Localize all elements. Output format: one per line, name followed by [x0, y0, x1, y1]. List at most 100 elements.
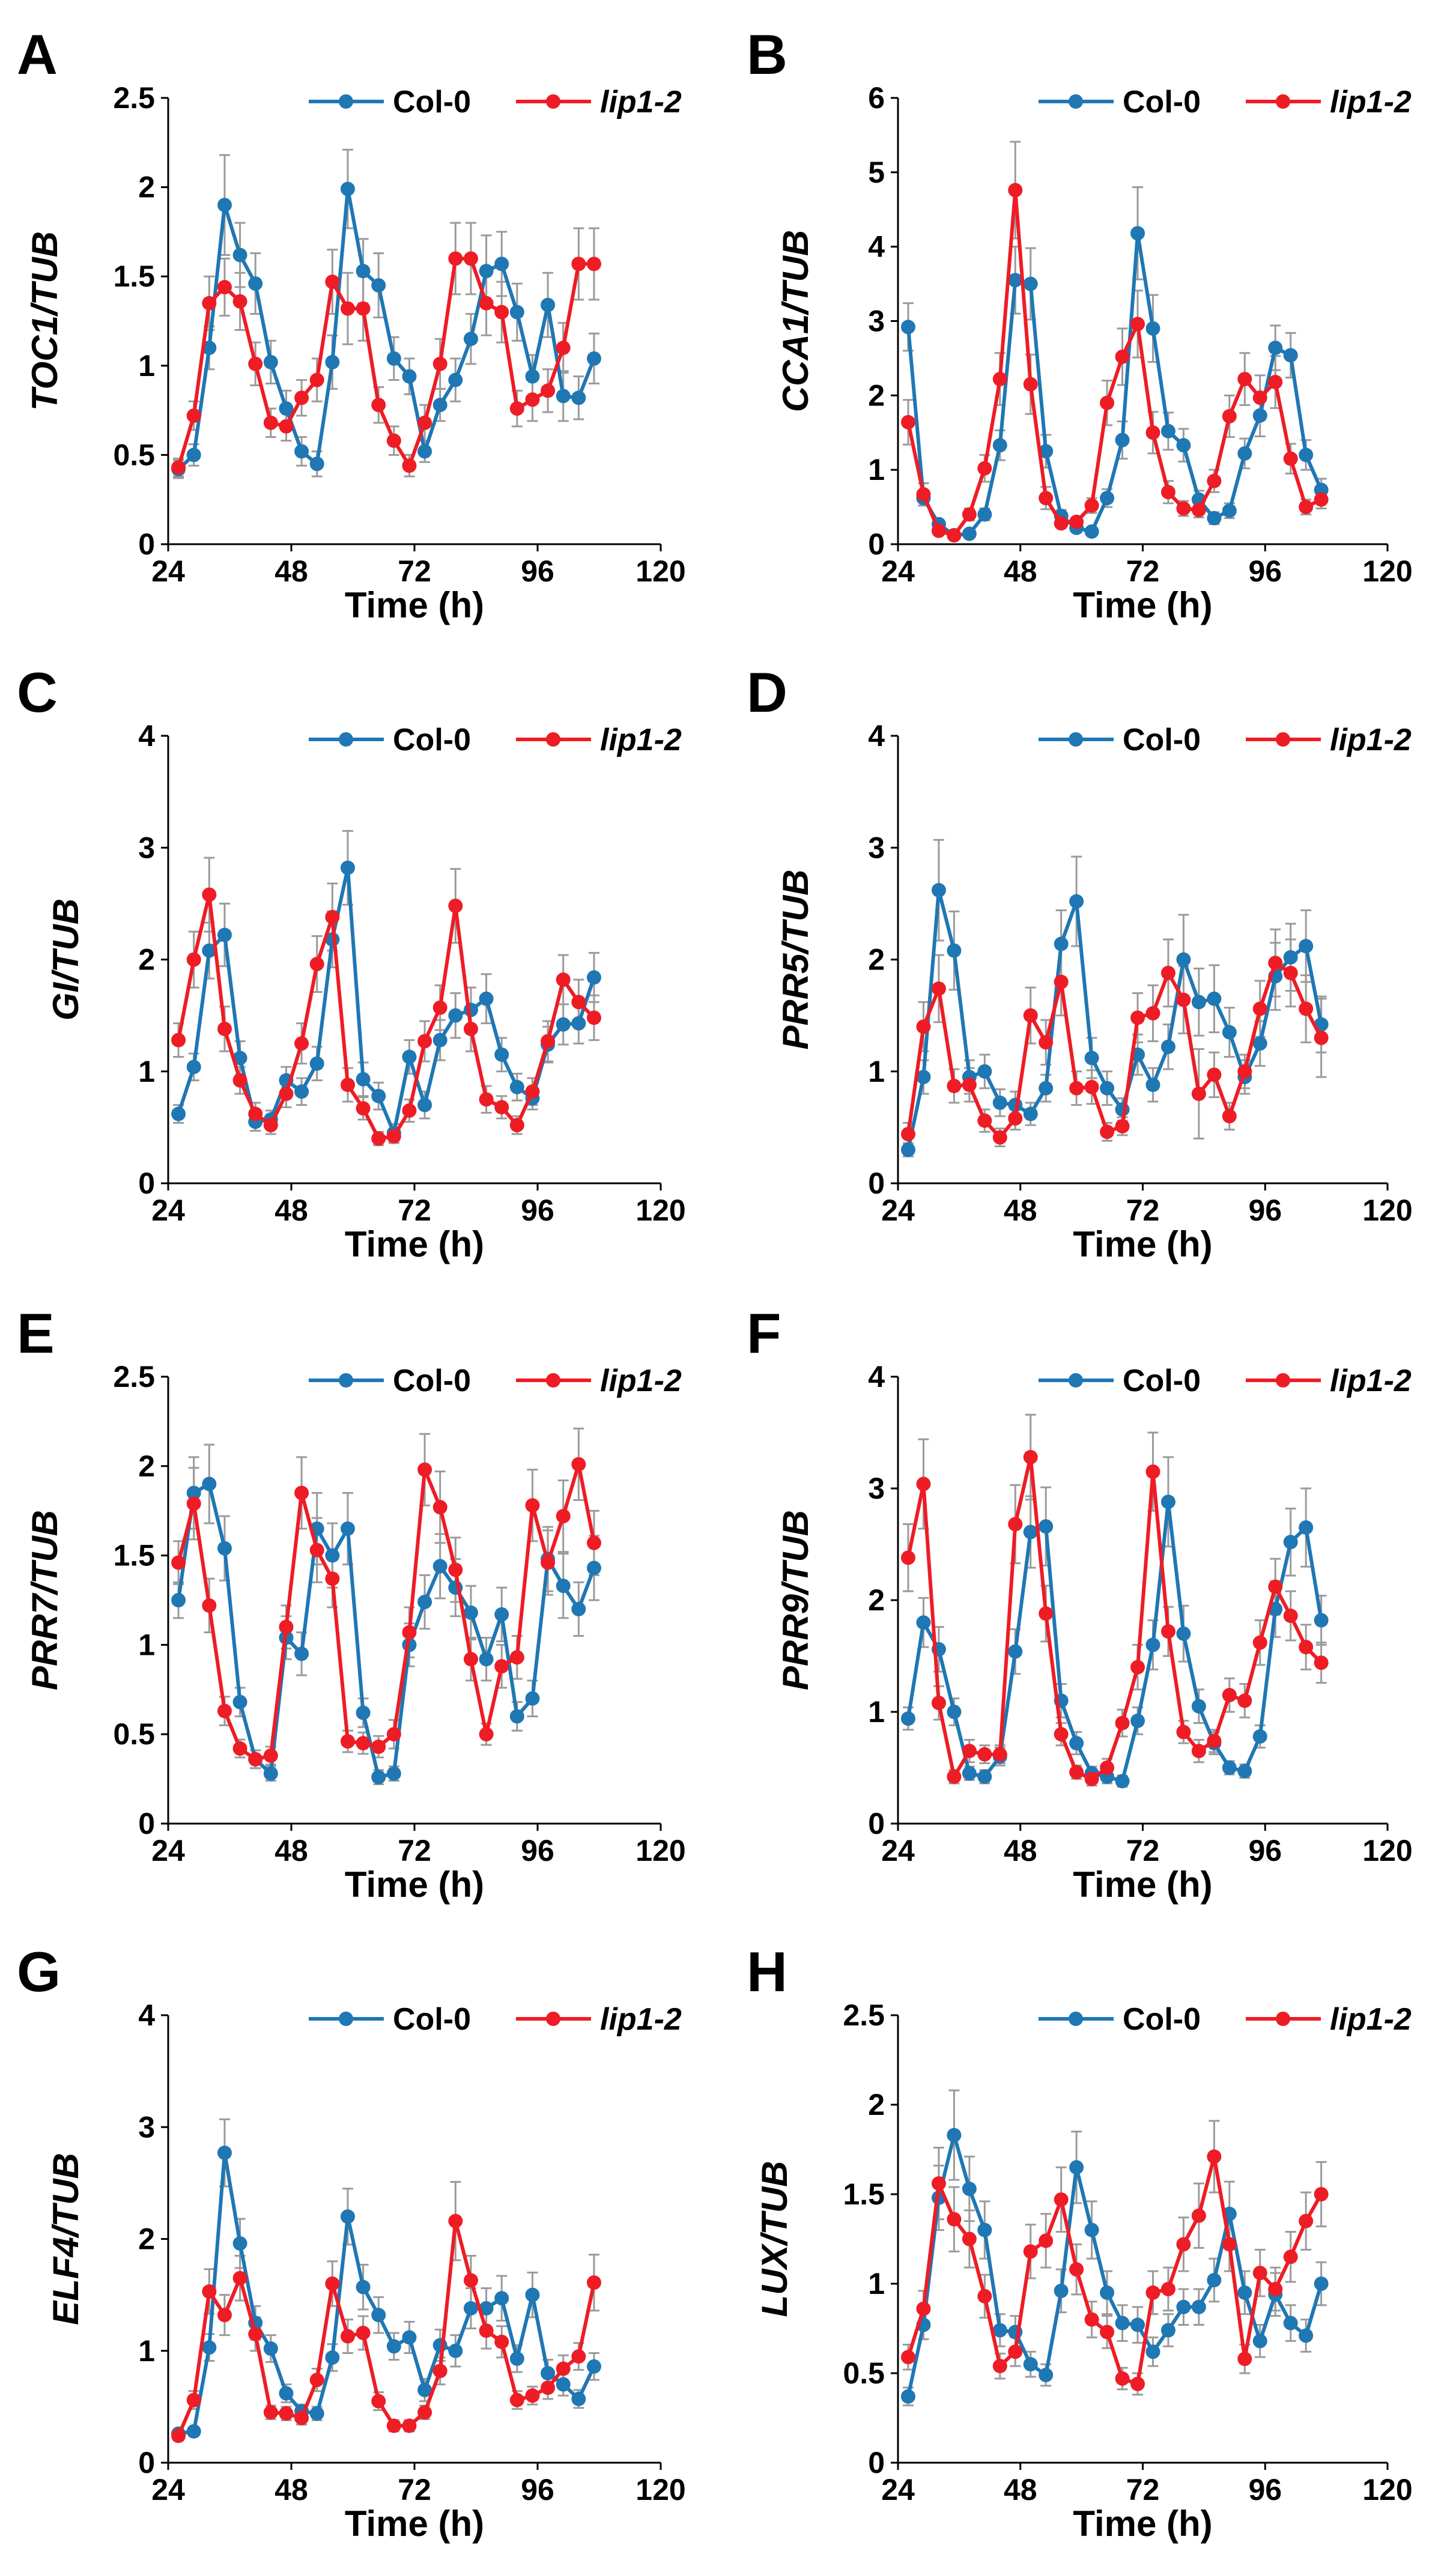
data-point-lip1-2 [1314, 492, 1329, 507]
data-point-lip1-2 [171, 460, 186, 475]
y-tick-label: 0 [138, 1807, 155, 1840]
data-point-col-0 [202, 943, 217, 958]
data-point-col-0 [1283, 348, 1298, 363]
data-point-col-0 [571, 1016, 586, 1031]
legend-label: lip1-2 [1330, 723, 1412, 757]
x-tick-label: 72 [1126, 2473, 1160, 2507]
data-point-lip1-2 [371, 2394, 386, 2409]
data-point-lip1-2 [977, 1747, 992, 1762]
data-point-col-0 [571, 1601, 586, 1616]
data-point-col-0 [1130, 1713, 1145, 1728]
y-tick-label: 0 [868, 1807, 885, 1840]
y-tick-label: 1 [868, 453, 885, 487]
data-point-lip1-2 [1084, 498, 1099, 513]
y-tick-label: 4 [868, 719, 885, 753]
data-point-lip1-2 [1100, 1761, 1115, 1775]
x-tick-label: 96 [521, 1194, 554, 1227]
data-point-col-0 [309, 457, 324, 472]
data-point-col-0 [1314, 1613, 1329, 1628]
y-tick-label: 2 [138, 943, 155, 977]
data-point-lip1-2 [1008, 183, 1023, 198]
x-tick-label: 24 [881, 1194, 915, 1227]
data-point-lip1-2 [509, 2392, 524, 2407]
data-point-col-0 [525, 369, 540, 384]
data-point-lip1-2 [525, 1084, 540, 1099]
data-point-lip1-2 [1299, 500, 1314, 515]
data-point-lip1-2 [931, 2176, 946, 2191]
data-point-lip1-2 [340, 1078, 355, 1093]
data-point-lip1-2 [402, 458, 417, 473]
data-point-lip1-2 [1268, 956, 1283, 971]
data-point-col-0 [1283, 2316, 1298, 2331]
series-line-lip1-2 [177, 2219, 596, 2437]
legend-label: lip1-2 [1330, 1363, 1412, 1398]
y-tick-label: 3 [868, 831, 885, 864]
chart-panel-c: C 0 1 2 3 4 24 48 72 96 120 Time (h) GI/TUB Col-0 lip1… [17, 661, 686, 1264]
legend-marker-col-0 [1069, 94, 1083, 109]
data-point-col-0 [263, 354, 278, 369]
data-point-col-0 [1237, 446, 1252, 461]
y-tick-label: 3 [868, 305, 885, 338]
legend: Col-0 lip1-2 [1039, 85, 1412, 120]
y-axis-title: CCA1/TUB [775, 230, 816, 412]
y-tick-label: 2.5 [113, 1360, 155, 1394]
y-axis-title: PRR9/TUB [775, 1510, 816, 1690]
data-point-col-0 [1160, 2323, 1175, 2338]
data-point-lip1-2 [541, 2380, 556, 2395]
data-point-lip1-2 [309, 2373, 324, 2388]
data-point-lip1-2 [325, 1571, 340, 1586]
data-point-col-0 [992, 438, 1007, 453]
data-point-lip1-2 [947, 1769, 962, 1784]
data-point-lip1-2 [1237, 1693, 1252, 1708]
data-point-col-0 [402, 2330, 417, 2345]
data-point-lip1-2 [1283, 2249, 1298, 2264]
data-point-lip1-2 [248, 1106, 263, 1121]
data-point-col-0 [1252, 2334, 1267, 2349]
data-point-lip1-2 [202, 2284, 217, 2299]
series-line-lip1-2 [906, 961, 1323, 1139]
data-point-lip1-2 [541, 383, 556, 398]
data-point-lip1-2 [1252, 390, 1267, 405]
data-point-lip1-2 [448, 251, 463, 266]
data-point-lip1-2 [916, 1476, 931, 1491]
panel-letter: E [17, 1302, 55, 1365]
data-point-col-0 [217, 927, 232, 942]
legend-label: Col-0 [393, 85, 471, 120]
data-point-lip1-2 [371, 398, 386, 413]
x-tick-label: 120 [635, 1194, 685, 1227]
data-point-col-0 [1299, 2328, 1314, 2343]
data-point-col-0 [992, 1095, 1007, 1110]
data-point-col-0 [1207, 991, 1222, 1006]
data-point-lip1-2 [402, 1625, 417, 1640]
data-point-col-0 [479, 2301, 494, 2316]
chart-panel-e: E 0 0.5 1 1.5 2 2.5 24 48 72 96 120 Time (h) PRR7/TUB… [17, 1302, 686, 1905]
data-point-col-0 [1237, 1764, 1252, 1779]
data-point-lip1-2 [356, 2325, 371, 2340]
data-point-lip1-2 [232, 294, 247, 309]
data-point-col-0 [432, 398, 447, 413]
panel-letter: H [747, 1940, 787, 2003]
data-point-col-0 [1191, 2299, 1206, 2314]
series-line-col-0 [177, 866, 596, 1135]
data-point-col-0 [947, 1705, 962, 1719]
legend-marker-col-0 [1069, 2012, 1083, 2026]
y-tick-label: 0 [138, 2446, 155, 2480]
y-tick-label: 3 [138, 2110, 155, 2144]
data-point-col-0 [1115, 1774, 1130, 1789]
series-line-lip1-2 [177, 1462, 596, 1761]
data-point-lip1-2 [1299, 2213, 1314, 2228]
data-point-lip1-2 [541, 1555, 556, 1570]
data-point-lip1-2 [1130, 2376, 1145, 2391]
data-point-lip1-2 [1207, 473, 1222, 488]
data-point-lip1-2 [509, 1118, 524, 1133]
x-axis-title: Time (h) [1073, 2504, 1212, 2544]
legend-label: Col-0 [393, 1363, 471, 1398]
data-point-col-0 [202, 341, 217, 356]
legend-label: lip1-2 [600, 85, 682, 120]
data-point-col-0 [586, 970, 601, 985]
y-axis-title: PRR5/TUB [775, 869, 816, 1049]
data-point-col-0 [309, 2406, 324, 2421]
data-point-lip1-2 [232, 1741, 247, 1756]
data-point-lip1-2 [1069, 514, 1084, 529]
x-tick-label: 120 [1362, 1194, 1412, 1227]
